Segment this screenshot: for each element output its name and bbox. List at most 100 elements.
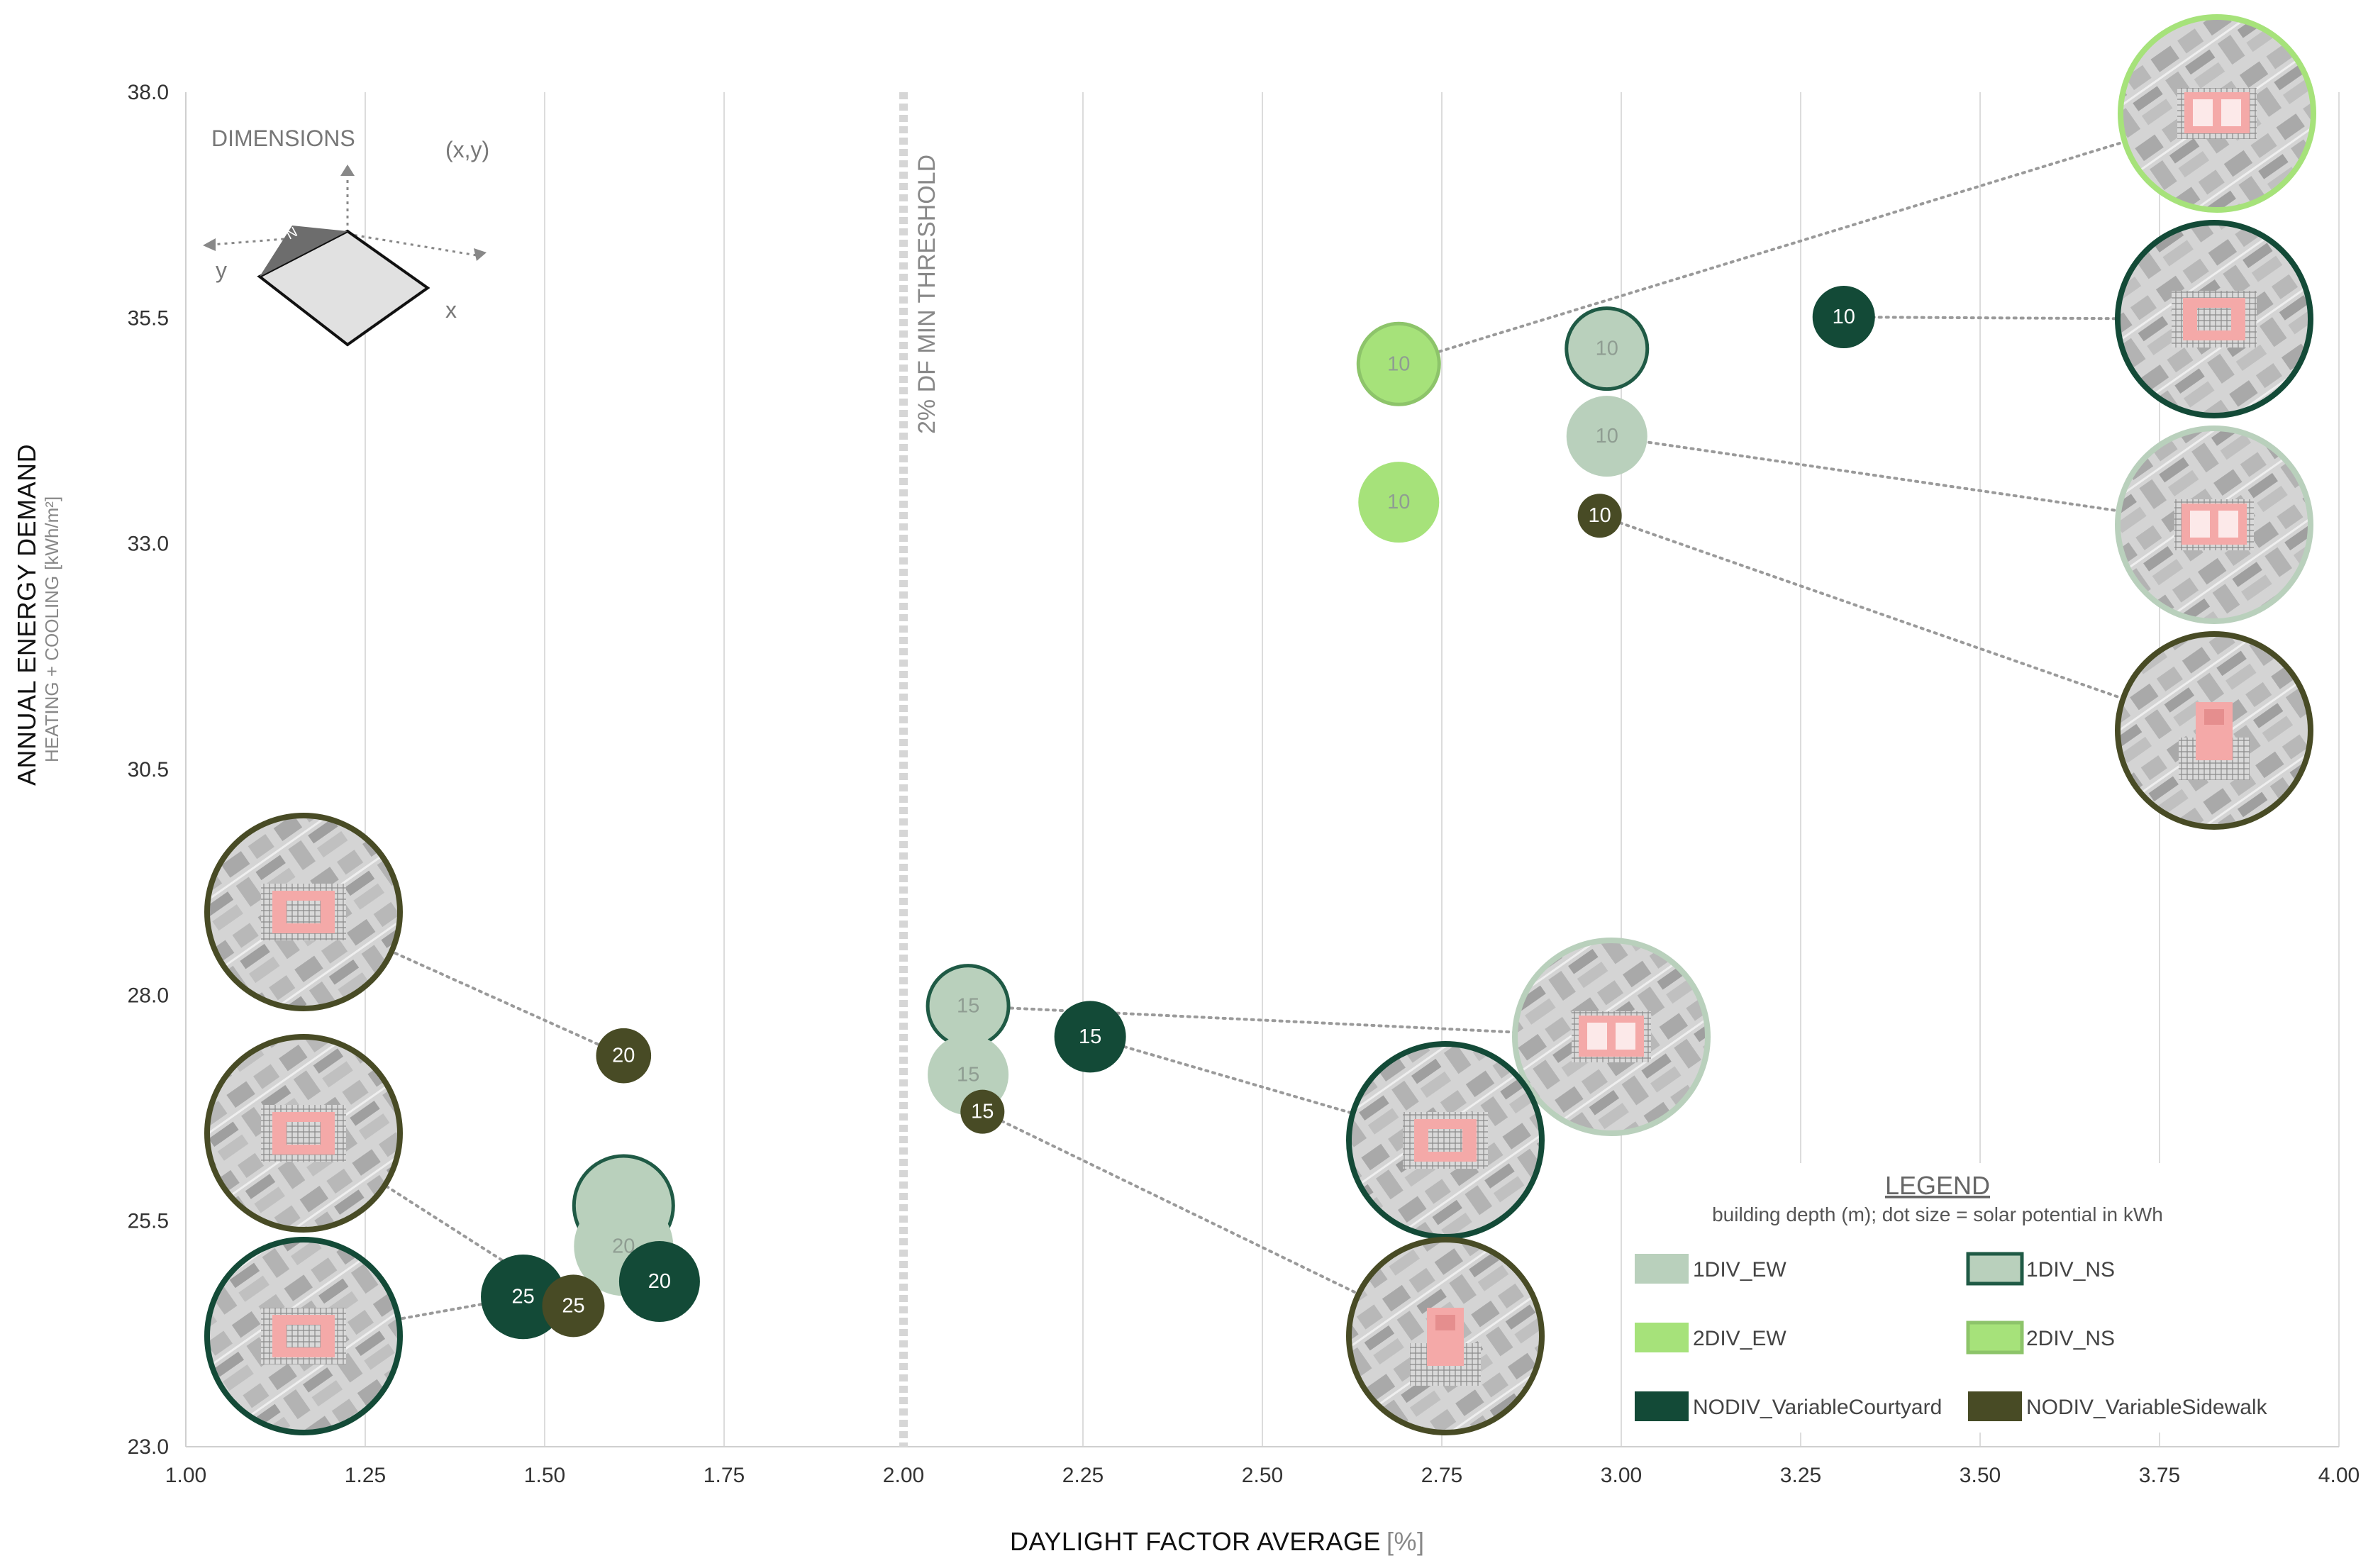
dimensions-x-label: x [445, 297, 457, 323]
data-point [542, 1274, 605, 1338]
data-point [1565, 306, 1650, 391]
thumbnail-ring [1512, 938, 1711, 1136]
y-axis-subtitle-group: HEATING + COOLING[kWh/m²] [41, 496, 62, 762]
thumbnail-image [1349, 1044, 1542, 1237]
callout-leader-line [1598, 514, 2125, 701]
legend-label: NODIV_VariableCourtyard [1693, 1396, 1942, 1419]
data-label: 10 [1596, 338, 1618, 360]
data-point [960, 1089, 1005, 1134]
dimensions-x-axis [347, 233, 477, 257]
data-label: 10 [1833, 306, 1855, 328]
x-axis-title: DAYLIGHT FACTOR AVERAGE [%] [1010, 1527, 1425, 1556]
thumbnail-image [2118, 223, 2311, 416]
data-point [1358, 462, 1440, 543]
threshold-label-group: 2% DF MIN THRESHOLD [913, 155, 940, 434]
legend-swatch [1966, 1252, 2024, 1286]
thumbnail-courtyard [2193, 99, 2213, 126]
x-axis-unit: [%] [1386, 1527, 1425, 1556]
data-label: 20 [648, 1270, 671, 1293]
legend-label: 2DIV_NS [2026, 1327, 2115, 1350]
dimensions-x-arrow [474, 248, 487, 261]
data-point [596, 1028, 652, 1084]
building-thumbnail [204, 1034, 403, 1233]
north-marker [260, 226, 348, 277]
data-label: 25 [562, 1294, 584, 1317]
thumbnail-courtyard [2190, 511, 2210, 538]
data-point [1577, 494, 1622, 538]
legend-swatch [1635, 1323, 1689, 1352]
x-tick-label: 2.00 [883, 1464, 924, 1487]
thumbnail-ring [1346, 1237, 1545, 1435]
legend: LEGEND building depth (m); dot size = so… [1631, 1163, 2312, 1433]
thumbnail-ring [204, 1237, 403, 1435]
thumbnail-courtyard [287, 901, 321, 923]
y-axis-subtitle: HEATING + COOLING[kWh/m²] [41, 496, 62, 762]
thumbnail-image [1349, 1240, 1542, 1433]
y-tick-label: 38.0 [128, 81, 169, 104]
building-thumbnails [204, 14, 2316, 1435]
x-tick-label: 3.00 [1601, 1464, 1642, 1487]
legend-swatch [1635, 1254, 1689, 1284]
data-label: 10 [1589, 504, 1611, 527]
data-label: 15 [971, 1101, 994, 1123]
y-tick-label: 33.0 [128, 533, 169, 556]
dimensions-label: DIMENSIONS [211, 126, 355, 151]
legend-label: 1DIV_NS [2026, 1258, 2115, 1281]
data-point [1054, 1001, 1126, 1073]
thumbnail-image [207, 1240, 400, 1433]
building-thumbnail [204, 813, 403, 1011]
legend-swatch [1635, 1391, 1689, 1421]
thumbnail-image [207, 816, 400, 1008]
y-tick-label: 28.0 [128, 984, 169, 1007]
callout-leader-line [1397, 140, 2126, 366]
callout-leader-line [1089, 1035, 1355, 1115]
data-point [481, 1255, 566, 1340]
thumbnail-courtyard [287, 1122, 321, 1145]
data-label: 20 [612, 1045, 635, 1067]
y-tick-label: 23.0 [128, 1435, 169, 1459]
callout-leader-line [967, 1004, 1517, 1034]
thumbnail-courtyard [1587, 1023, 1607, 1050]
building-thumbnail [1346, 1237, 1545, 1435]
building-thumbnail [1346, 1041, 1545, 1240]
legend-swatch [1966, 1320, 2024, 1355]
x-tick-label: 2.75 [1421, 1464, 1462, 1487]
data-label: 10 [1596, 425, 1618, 447]
threshold-label: 2% DF MIN THRESHOLD [913, 155, 940, 434]
thumbnail-courtyard [2218, 511, 2238, 538]
thumbnail-ring [2115, 426, 2313, 624]
building-thumbnail [2118, 14, 2316, 213]
data-label: 10 [1387, 491, 1410, 513]
y-tick-label: 25.5 [128, 1210, 169, 1233]
building-thumbnail [204, 1237, 403, 1435]
callout-leader-line [981, 1110, 1360, 1296]
x-tick-label: 2.50 [1242, 1464, 1283, 1487]
thumbnail-ring [204, 1034, 403, 1233]
x-tick-label: 3.50 [1960, 1464, 2001, 1487]
thumbnail-image [2118, 428, 2311, 621]
data-label: 15 [1079, 1025, 1101, 1048]
thumbnail-ring [2118, 14, 2316, 213]
building-thumbnail [1512, 938, 1711, 1136]
legend-label: 1DIV_EW [1693, 1258, 1786, 1281]
dimensions-inset: DIMENSIONS (x,y) N y x [203, 126, 489, 347]
thumbnail-ring [204, 813, 403, 1011]
thumbnail-ring [2115, 220, 2313, 418]
dimensions-y-label: y [216, 257, 227, 283]
data-point [1566, 396, 1647, 477]
thumbnail-image [207, 1037, 400, 1230]
x-tick-label: 3.25 [1780, 1464, 1821, 1487]
data-label: 15 [957, 995, 979, 1018]
x-tick-label: 1.75 [704, 1464, 745, 1487]
legend-items: 1DIV_EW 1DIV_NS 2DIV_EW 2DIV_NS NODIV_Variab… [1635, 1252, 2268, 1421]
x-tick-label: 3.75 [2139, 1464, 2180, 1487]
thumbnail-courtyard [2204, 709, 2224, 725]
legend-title: LEGEND [1885, 1171, 1990, 1200]
data-point [1356, 321, 1441, 406]
thumbnail-courtyard [2221, 99, 2241, 126]
y-tick-label: 30.5 [128, 758, 169, 782]
data-label: 25 [512, 1286, 535, 1308]
thumbnail-courtyard [1616, 1023, 1635, 1050]
legend-label: 2DIV_EW [1693, 1327, 1786, 1350]
y-tick-label: 35.5 [128, 306, 169, 330]
